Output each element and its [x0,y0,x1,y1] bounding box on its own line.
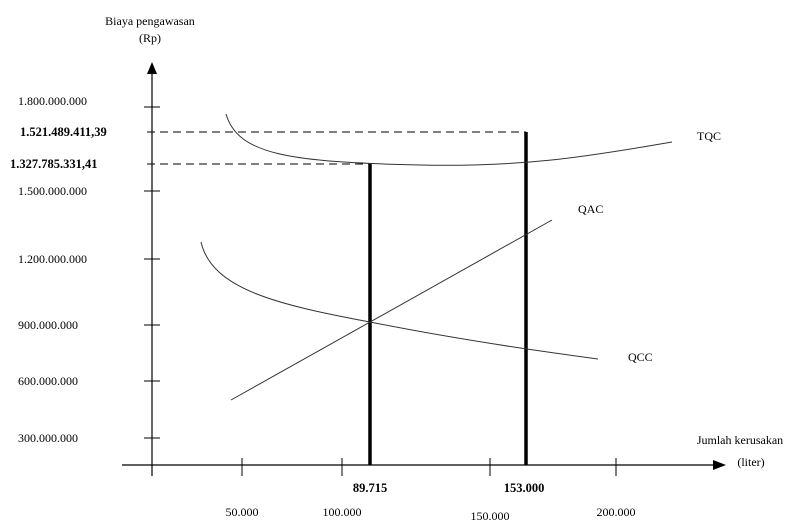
x-axis-arrow [713,460,726,470]
y-tick-label-3: 900.000.000 [18,318,78,332]
x-tick-label-1: 100.000 [323,505,362,519]
x-tick-label-2: 150.000 [471,509,510,523]
y-axis-arrow [147,62,157,74]
x-highlight-label-89715: 89.715 [353,481,387,495]
y-tick-label-0: 1.800.000.000 [18,94,87,108]
x-axis-label-line1: Jumlah kerusakan [697,433,783,447]
y-tick-label-4: 600.000.000 [18,374,78,388]
series-label-qcc: QCC [628,350,653,364]
x-highlight-label-153000: 153.000 [504,481,545,495]
y-axis-label-line1: Biaya pengawasan [105,14,195,28]
x-tick-group: 50.000 100.000 150.000 200.000 [226,458,636,523]
series-line-qcc [200,241,599,360]
series-line-qac [230,219,553,401]
x-tick-label-3: 200.000 [597,505,636,519]
y-tick-label-5: 300.000.000 [18,431,78,445]
x-tick-label-0: 50.000 [226,505,259,519]
y-tick-label-2: 1.200.000.000 [18,252,87,266]
series-line-tqc [225,113,673,166]
series-label-tqc: TQC [697,129,721,143]
x-axis-label-line2: (liter) [737,455,764,469]
y-highlight-label-upper: 1.521.489.411,39 [20,125,107,139]
y-axis-label-line2: (Rp) [139,31,161,45]
y-tick-label-1: 1.500.000.000 [18,184,87,198]
series-label-qac: QAC [578,202,603,216]
y-tick-group: 1.800.000.000 1.500.000.000 1.200.000.000 9… [18,94,160,445]
y-highlight-label-lower: 1.327.785.331,41 [10,157,98,171]
